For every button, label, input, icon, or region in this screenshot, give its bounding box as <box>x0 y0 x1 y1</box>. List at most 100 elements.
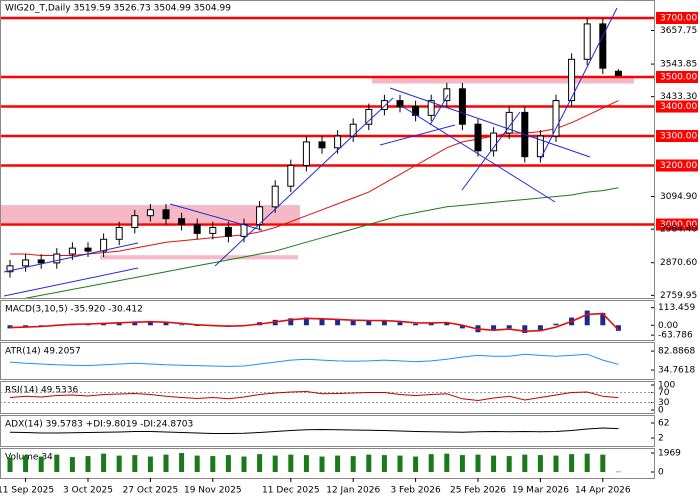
indicator-bar <box>132 455 138 472</box>
candle-body <box>287 165 295 187</box>
candle-body <box>380 100 388 110</box>
indicator-bar <box>303 455 309 472</box>
candle-body <box>224 226 232 237</box>
indicator-bar <box>38 325 44 327</box>
level-label: 3200.00 <box>660 161 697 171</box>
indicator-bar <box>381 320 387 326</box>
trend-line <box>169 203 263 231</box>
x-axis: 11 Sep 2025 3 Oct 2025 27 Oct 2025 19 Nov 2… <box>0 478 631 496</box>
y-tick-label: 82.8868 <box>658 347 695 357</box>
indicator-bar <box>428 454 434 472</box>
indicator-bar <box>491 325 497 331</box>
indicator-bar <box>272 455 278 472</box>
indicator-bar <box>475 454 481 472</box>
candle-body <box>568 58 576 102</box>
indicator-bar <box>350 320 356 326</box>
trend-line <box>399 104 556 203</box>
indicator-bar <box>569 454 575 472</box>
y-tick-label: 34.7618 <box>658 366 695 376</box>
indicator-bar <box>522 454 528 472</box>
indicator-bar <box>444 453 450 472</box>
indicator-bar <box>147 456 153 472</box>
zone <box>100 255 298 260</box>
x-tick-label: 3 Feb 2026 <box>390 486 441 496</box>
indicator-bar <box>179 324 185 326</box>
indicator-bar <box>319 319 325 326</box>
x-tick-label: 27 Oct 2025 <box>123 486 179 496</box>
indicator-line <box>9 353 619 367</box>
indicator-bar <box>116 322 122 326</box>
x-tick-label: 25 Feb 2026 <box>450 486 506 496</box>
candle-body <box>318 141 326 149</box>
y-tick-label: -63.786 <box>658 331 693 341</box>
level-label: 3700.00 <box>660 13 697 23</box>
x-tick-label: 19 Nov 2025 <box>184 486 242 496</box>
indicator-bar <box>491 455 497 472</box>
indicator-bar <box>225 455 231 472</box>
indicator-bar <box>210 456 216 472</box>
indicator-panel: Volume 34 1969 0 <box>5 448 681 477</box>
indicator-panels: MACD(3,10,5) -35.920 -30.412 113.459 0.00-… <box>0 303 695 477</box>
indicator-bar <box>584 453 590 472</box>
indicator-bar <box>319 456 325 472</box>
candle-body <box>583 23 591 60</box>
indicator-panel: MACD(3,10,5) -35.920 -30.412 113.459 0.00-… <box>5 303 695 340</box>
indicator-bar <box>600 312 606 326</box>
frame <box>0 0 655 299</box>
y-tick-label: 0 <box>658 406 664 416</box>
indicator-bar <box>350 456 356 472</box>
indicator-bar <box>522 325 528 334</box>
chart-title: WIG20_T,Daily 3519.59 3526.73 3504.99 35… <box>5 4 231 14</box>
candle-body <box>443 88 451 102</box>
trend-line <box>379 124 456 146</box>
indicator-title: Volume 34 <box>5 453 53 463</box>
indicator-bar <box>615 325 621 331</box>
candle-body <box>552 100 560 137</box>
y-tick-label: 70 <box>658 388 670 398</box>
trend-line <box>3 242 139 273</box>
y-tick-label: 3543.85 <box>660 60 697 70</box>
indicator-bar <box>194 455 200 472</box>
indicator-bar <box>413 323 419 326</box>
indicator-bar <box>600 454 606 472</box>
indicator-bar <box>428 322 434 326</box>
indicator-bar <box>288 318 294 326</box>
frame <box>0 448 655 479</box>
indicator-bar <box>553 455 559 472</box>
candle-body <box>427 100 435 116</box>
y-tick-label: 0 <box>658 467 664 477</box>
candle-body <box>68 247 76 255</box>
x-tick-label: 19 Mar 2026 <box>512 486 569 496</box>
indicator-bar <box>194 325 200 327</box>
candle-body <box>209 226 217 234</box>
indicator-bar <box>85 456 91 472</box>
candle-body <box>131 215 139 228</box>
candle-body <box>240 224 248 237</box>
x-tick-label: 11 Sep 2025 <box>0 486 54 496</box>
zone <box>372 78 634 84</box>
frame <box>0 342 655 380</box>
indicator-bar <box>397 455 403 472</box>
level-label: 3400.00 <box>660 102 697 112</box>
indicator-bar <box>132 321 138 326</box>
moving-average <box>10 100 619 256</box>
candle-body <box>458 88 466 125</box>
y-tick-label: 0.00 <box>658 321 678 331</box>
indicator-bar <box>54 454 60 472</box>
indicator-bar <box>335 319 341 326</box>
candle-body <box>396 100 404 108</box>
indicator-bar <box>366 320 372 326</box>
indicator-bar <box>506 325 512 329</box>
candle-body <box>271 185 279 208</box>
y-tick-label: 2870.60 <box>660 258 697 268</box>
indicator-bar <box>397 322 403 326</box>
indicator-bar <box>38 456 44 472</box>
candle-body <box>412 106 420 116</box>
indicator-bar <box>459 325 465 329</box>
y-tick-label: 100 <box>658 381 675 391</box>
indicator-bar <box>366 454 372 472</box>
y-tick-label: 2759.95 <box>660 291 697 301</box>
level-box <box>656 218 698 231</box>
indicator-bar <box>506 456 512 472</box>
